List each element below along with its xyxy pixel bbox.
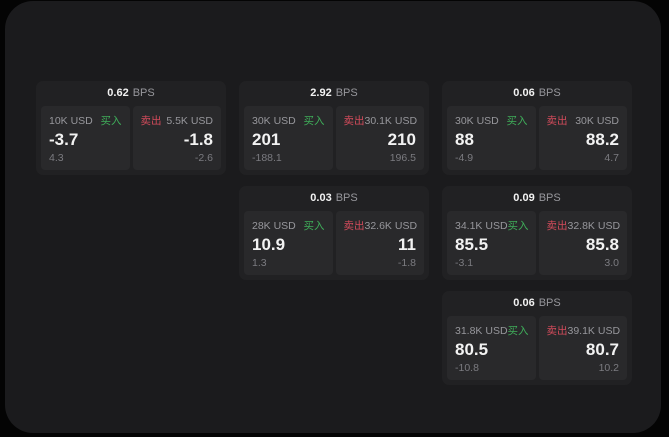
sell-side-label: 卖出 <box>343 115 365 127</box>
buy-notional-label: 28K USD <box>252 220 296 232</box>
buy-price: 201 <box>252 129 281 149</box>
sell-notional-label: 39.1K USD <box>567 325 621 337</box>
bps-unit-label: BPS <box>538 192 561 204</box>
quote-card: 2.92 BPS 30K USD 买入 201 -188.1 卖出 30.1K U… <box>239 81 429 175</box>
buy-price: 80.5 <box>455 339 489 359</box>
sell-side-label: 卖出 <box>546 325 568 337</box>
buy-price-tile[interactable]: 31.8K USD 买入 80.5 -10.8 <box>447 316 536 380</box>
sell-price: -1.8 <box>183 129 213 149</box>
bps-value: 0.09 <box>513 192 535 204</box>
buy-side-label: 买入 <box>100 115 122 127</box>
sell-notional-label: 32.8K USD <box>567 220 621 232</box>
quote-card: 0.06 BPS 30K USD 买入 88 -4.9 卖出 30K USD 88… <box>442 81 632 175</box>
buy-price-tile[interactable]: 30K USD 买入 88 -4.9 <box>447 106 536 170</box>
card-bps-header: 0.09 BPS <box>447 186 627 211</box>
buy-notional-label: 34.1K USD <box>455 220 508 232</box>
card-bps-header: 0.03 BPS <box>244 186 424 211</box>
sell-price-tile[interactable]: 卖出 30.1K USD 210 196.5 <box>335 106 424 170</box>
sell-side-label: 卖出 <box>546 115 568 127</box>
buy-price-tile[interactable]: 34.1K USD 买入 85.5 -3.1 <box>447 211 536 275</box>
sell-notional-label: 32.6K USD <box>364 220 418 232</box>
sell-price-tile[interactable]: 卖出 32.6K USD 11 -1.8 <box>335 211 424 275</box>
sell-delta: 3.0 <box>604 257 619 269</box>
buy-notional-label: 30K USD <box>252 115 296 127</box>
buy-delta: -10.8 <box>455 362 479 374</box>
buy-side-label: 买入 <box>507 220 529 232</box>
sell-side-label: 卖出 <box>546 220 568 232</box>
bps-unit-label: BPS <box>538 87 561 99</box>
sell-price: 88.2 <box>585 129 619 149</box>
buy-price: 85.5 <box>455 234 489 254</box>
card-bps-header: 0.06 BPS <box>447 81 627 106</box>
sell-delta: 196.5 <box>389 152 416 164</box>
sell-price: 80.7 <box>585 339 619 359</box>
bps-unit-label: BPS <box>335 192 358 204</box>
buy-notional-label: 30K USD <box>455 115 499 127</box>
card-bps-header: 0.62 BPS <box>41 81 221 106</box>
buy-delta: -3.1 <box>455 257 474 269</box>
sell-price-tile[interactable]: 卖出 5.5K USD -1.8 -2.6 <box>132 106 221 170</box>
sell-price-tile[interactable]: 卖出 30K USD 88.2 4.7 <box>538 106 627 170</box>
card-bps-header: 0.06 BPS <box>447 291 627 316</box>
sell-notional-label: 30.1K USD <box>364 115 418 127</box>
bps-unit-label: BPS <box>132 87 155 99</box>
buy-side-label: 买入 <box>303 220 325 232</box>
sell-price: 210 <box>387 129 416 149</box>
sell-delta: 4.7 <box>604 152 619 164</box>
buy-price: 10.9 <box>252 234 286 254</box>
sell-price-tile[interactable]: 卖出 32.8K USD 85.8 3.0 <box>538 211 627 275</box>
sell-delta: -1.8 <box>397 257 416 269</box>
bps-value: 0.06 <box>513 87 535 99</box>
bps-value: 2.92 <box>310 87 332 99</box>
quote-card: 0.06 BPS 31.8K USD 买入 80.5 -10.8 卖出 39.1K… <box>442 291 632 385</box>
bps-value: 0.03 <box>310 192 332 204</box>
buy-delta: -188.1 <box>252 152 282 164</box>
buy-delta: 4.3 <box>49 152 64 164</box>
sell-delta: 10.2 <box>598 362 619 374</box>
buy-notional-label: 31.8K USD <box>455 325 508 337</box>
quote-card: 0.62 BPS 10K USD 买入 -3.7 4.3 卖出 5.5K USD … <box>36 81 226 175</box>
quote-card-grid: 0.62 BPS 10K USD 买入 -3.7 4.3 卖出 5.5K USD … <box>36 81 632 385</box>
sell-side-label: 卖出 <box>343 220 365 232</box>
bps-unit-label: BPS <box>538 297 561 309</box>
buy-side-label: 买入 <box>506 115 528 127</box>
quote-card: 0.03 BPS 28K USD 买入 10.9 1.3 卖出 32.6K USD… <box>239 186 429 280</box>
buy-price-tile[interactable]: 10K USD 买入 -3.7 4.3 <box>41 106 130 170</box>
sell-price: 11 <box>398 234 416 254</box>
buy-delta: -4.9 <box>455 152 474 164</box>
buy-delta: 1.3 <box>252 257 267 269</box>
sell-delta: -2.6 <box>194 152 213 164</box>
bps-unit-label: BPS <box>335 87 358 99</box>
buy-price-tile[interactable]: 28K USD 买入 10.9 1.3 <box>244 211 333 275</box>
sell-side-label: 卖出 <box>140 115 162 127</box>
sell-price-tile[interactable]: 卖出 39.1K USD 80.7 10.2 <box>538 316 627 380</box>
quote-card: 0.09 BPS 34.1K USD 买入 85.5 -3.1 卖出 32.8K … <box>442 186 632 280</box>
buy-price-tile[interactable]: 30K USD 买入 201 -188.1 <box>244 106 333 170</box>
card-bps-header: 2.92 BPS <box>244 81 424 106</box>
sell-notional-label: 30K USD <box>575 115 619 127</box>
bps-value: 0.62 <box>107 87 129 99</box>
bps-value: 0.06 <box>513 297 535 309</box>
buy-price: 88 <box>455 129 474 149</box>
buy-side-label: 买入 <box>507 325 529 337</box>
buy-notional-label: 10K USD <box>49 115 93 127</box>
buy-price: -3.7 <box>49 129 79 149</box>
sell-price: 85.8 <box>585 234 619 254</box>
sell-notional-label: 5.5K USD <box>166 115 213 127</box>
buy-side-label: 买入 <box>303 115 325 127</box>
